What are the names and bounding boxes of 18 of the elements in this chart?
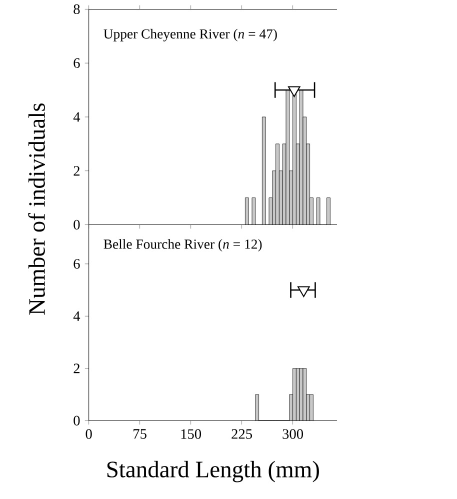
x-tick-label: 0 — [86, 429, 92, 439]
y-tick-label: 6 — [74, 58, 80, 68]
x-tick-label: 225 — [232, 429, 252, 439]
y-tick-label: 4 — [73, 112, 80, 122]
x-axis-title: Standard Length (mm) — [107, 460, 319, 482]
y-axis-title: Number of individuals — [28, 103, 45, 315]
y-tick-label: 8 — [74, 4, 80, 14]
annotation: Belle Fourche River (n = 12) — [104, 239, 262, 252]
x-tick-label: 75 — [134, 429, 146, 439]
x-tick-label: 300 — [282, 429, 303, 439]
annotation: Upper Cheyenne River (n = 47) — [104, 28, 277, 42]
y-tick-label: 0 — [74, 416, 80, 426]
y-tick-label: 6 — [74, 259, 80, 269]
x-tick-label: 150 — [181, 429, 201, 439]
y-tick-label: 0 — [74, 220, 80, 230]
y-tick-label: 2 — [74, 364, 80, 374]
y-tick-label: 4 — [73, 311, 80, 321]
y-tick-label: 2 — [74, 166, 80, 176]
